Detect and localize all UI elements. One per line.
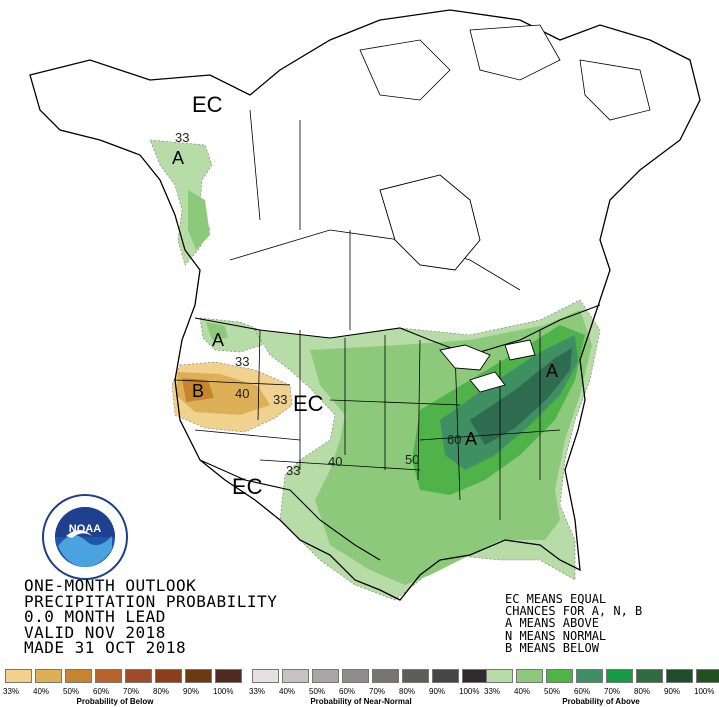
tick-label: 60% [93,687,110,696]
label-a-northeast: A [546,361,559,381]
legend-bar-normal [252,669,492,683]
legend-ticks-above: 33% 40% 50% 60% 70% 80% 90% 100% [484,687,719,696]
title-line: MADE 31 OCT 2018 [24,638,187,657]
contour-60-east: 60 [447,432,462,447]
legend-note-line: A MEANS ABOVE [505,616,599,631]
legend-title-normal: Probability of Near-Normal [310,697,412,706]
title-line: PRECIPITATION PROBABILITY [24,591,278,611]
tick-label: 90% [183,687,200,696]
swatch [5,669,32,683]
legend-title-above: Probability of Above [562,697,640,706]
legend-note: EC MEANS EQUAL CHANCES FOR A, N, B A MEA… [505,593,642,654]
tick-label: 70% [604,687,621,696]
swatch [546,669,573,683]
tick-label: 40% [514,687,531,696]
swatch [516,669,543,683]
label-b-west: B [192,381,205,401]
legend-title-below: Probability of Below [76,697,154,706]
swatch [65,669,92,683]
outlook-map [29,9,701,601]
swatch [95,669,122,683]
tick-label: 80% [399,687,416,696]
contour-33-northwest: 33 [235,354,250,369]
swatch [486,669,513,683]
swatch [252,669,279,683]
alaska-above-inner [188,190,210,250]
swatch [636,669,663,683]
swatch [696,669,719,683]
tick-label: 100% [459,687,480,696]
tick-label: 80% [634,687,651,696]
swatch [35,669,62,683]
legend-note-line: EC MEANS EQUAL [505,592,607,606]
border-line [194,304,601,356]
legend-note-line: N MEANS NORMAL [505,628,607,643]
swatch [666,669,693,683]
contour-40-west: 40 [235,386,250,401]
tick-label: 50% [309,687,326,696]
swatch [342,669,369,683]
tick-label: 40% [33,687,50,696]
hudson-bay [379,174,481,271]
swatch [282,669,309,683]
swatch [125,669,152,683]
label-a-ohio-valley: A [465,429,478,449]
west-below-50 [182,378,214,402]
tick-label: 60% [574,687,591,696]
tick-label: 90% [429,687,446,696]
contour-50-plains: 50 [405,452,420,467]
tick-label: 60% [339,687,356,696]
tick-label: 40% [279,687,296,696]
label-a-northwest: A [212,330,225,350]
tick-label: 100% [694,687,715,696]
contour-40-plains: 40 [328,454,343,469]
tick-label: 50% [63,687,80,696]
label-ec-alaska: EC [192,92,223,117]
continent-outline [29,9,701,601]
contour-33-south: 33 [286,463,301,478]
us-mexico-border [199,459,381,561]
central-above-70 [470,348,572,445]
legend-note-line: B MEANS BELOW [505,640,599,655]
contour-33-west: 33 [273,392,288,407]
great-lakes [439,339,536,393]
tick-label: 50% [544,687,561,696]
tick-label: 70% [369,687,386,696]
swatch [215,669,242,683]
title-line: ONE-MONTH OUTLOOK [24,576,197,595]
title-line: 0.0 MONTH LEAD [24,607,166,626]
tick-label: 33% [3,687,20,696]
svg-text:NOAA: NOAA [69,523,101,535]
legend-note-line: CHANCES FOR A, N, B [505,604,643,619]
tick-label: 33% [249,687,266,696]
outlook-title-block: ONE-MONTH OUTLOOK PRECIPITATION PROBABIL… [24,578,277,656]
title-line: VALID NOV 2018 [24,622,166,642]
swatch [185,669,212,683]
label-ec-southwest: EC [232,474,263,499]
noaa-logo: NOAA [42,494,128,580]
swatch [432,669,459,683]
legend-ticks-normal: 33% 40% 50% 60% 70% 80% 90% 100% [249,687,489,696]
legend-bar-below [5,669,245,683]
tick-label: 100% [213,687,234,696]
tick-label: 90% [664,687,681,696]
legend-ticks-below: 33% 40% 50% 60% 70% 80% 90% 100% [3,687,243,696]
swatch [312,669,339,683]
northwest-above-inner [206,322,228,340]
tick-label: 70% [123,687,140,696]
swatch [155,669,182,683]
swatch [372,669,399,683]
label-ec-central: EC [293,391,324,416]
contour-33-alaska: 33 [175,130,190,145]
label-a-alaska: A [172,148,185,168]
swatch [576,669,603,683]
swatch [402,669,429,683]
tick-label: 33% [484,687,501,696]
legend-bar-above [486,669,719,683]
tick-label: 80% [153,687,170,696]
swatch [606,669,633,683]
swatch [462,669,489,683]
arctic-islands [359,24,651,121]
